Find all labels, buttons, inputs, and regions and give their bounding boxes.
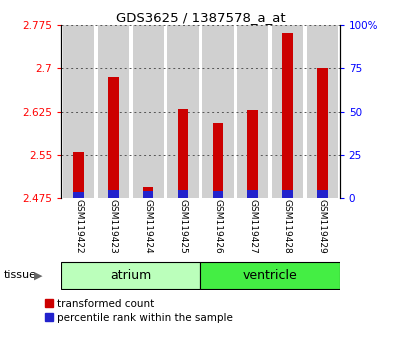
- Bar: [178, 190, 188, 198]
- Text: ▶: ▶: [34, 270, 42, 280]
- Bar: [73, 192, 84, 198]
- Bar: [307, 25, 338, 198]
- Bar: [247, 110, 258, 198]
- Text: GSM119426: GSM119426: [213, 200, 222, 254]
- Text: GSM119425: GSM119425: [179, 200, 188, 254]
- Bar: [213, 123, 223, 198]
- Text: GSM119424: GSM119424: [144, 200, 153, 254]
- Legend: transformed count, percentile rank within the sample: transformed count, percentile rank withi…: [45, 299, 233, 323]
- Bar: [200, 262, 340, 289]
- Bar: [213, 191, 223, 198]
- Bar: [143, 187, 154, 198]
- Bar: [133, 25, 164, 198]
- Bar: [167, 25, 199, 198]
- Text: atrium: atrium: [110, 269, 151, 282]
- Text: ventricle: ventricle: [243, 269, 297, 282]
- Bar: [143, 191, 154, 198]
- Text: GSM119428: GSM119428: [283, 200, 292, 254]
- Text: GSM119422: GSM119422: [74, 200, 83, 254]
- Bar: [272, 25, 303, 198]
- Text: tissue: tissue: [4, 270, 37, 280]
- Bar: [317, 190, 327, 198]
- Bar: [237, 25, 268, 198]
- Title: GDS3625 / 1387578_a_at: GDS3625 / 1387578_a_at: [116, 11, 285, 24]
- Bar: [108, 189, 118, 198]
- Bar: [282, 34, 293, 198]
- Text: GSM119423: GSM119423: [109, 200, 118, 254]
- Bar: [63, 25, 94, 198]
- Bar: [202, 25, 233, 198]
- Text: GSM119429: GSM119429: [318, 200, 327, 254]
- Bar: [73, 152, 84, 198]
- Bar: [178, 109, 188, 198]
- Bar: [317, 68, 327, 198]
- Bar: [247, 190, 258, 198]
- Bar: [61, 262, 200, 289]
- Bar: [98, 25, 129, 198]
- Text: GSM119427: GSM119427: [248, 200, 257, 254]
- Bar: [282, 189, 293, 198]
- Bar: [108, 77, 118, 198]
